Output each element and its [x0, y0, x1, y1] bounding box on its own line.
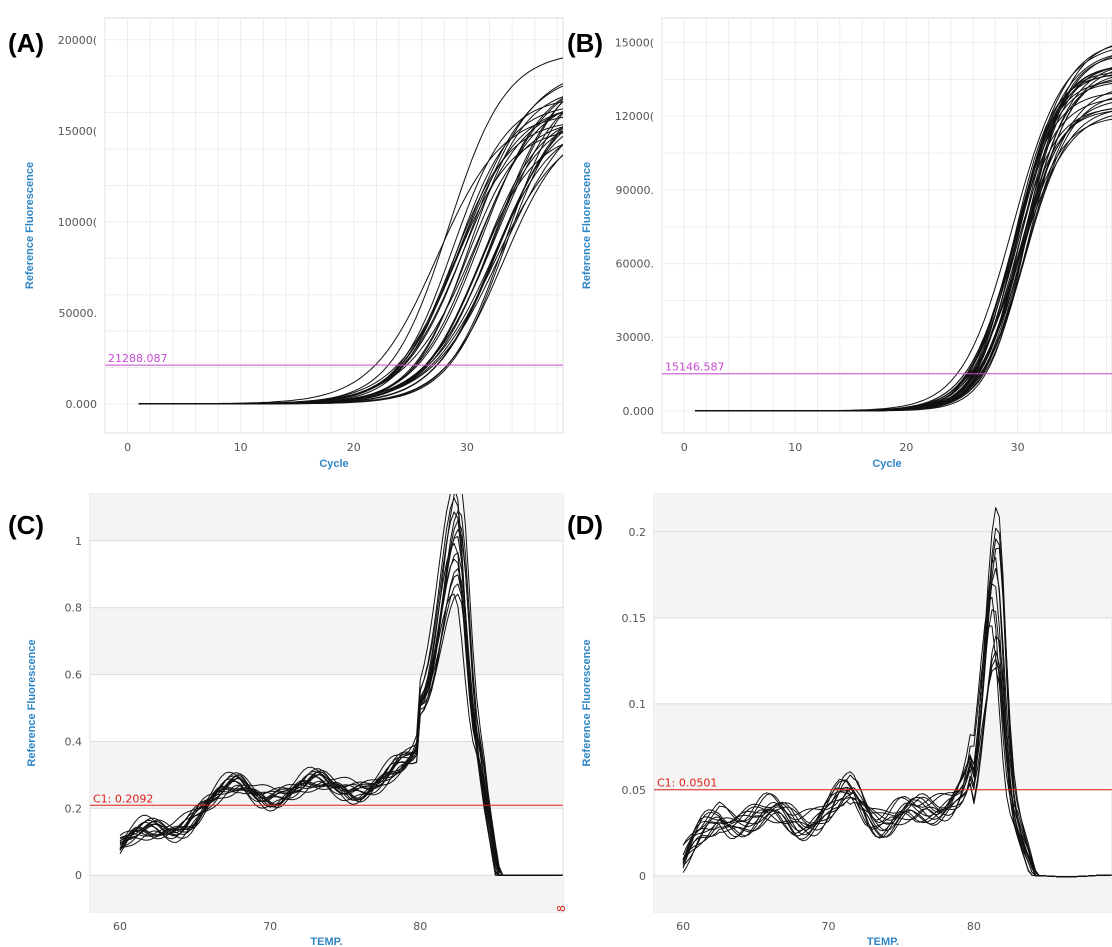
x-tick-label: 70 [263, 920, 277, 933]
x-tick-label: 60 [676, 920, 690, 933]
y-tick-label: 0.15 [622, 612, 647, 625]
shade-band [90, 875, 563, 912]
panel-a: 21288.087 0.000 50000. 10000( 15000( 20000( 0 1… [8, 17, 564, 470]
y-axis-label: Reference Fluorescence [581, 162, 593, 289]
x-tick-label: 60 [113, 920, 127, 933]
panel-b: 15146.587 0.000 30000. 60000. 90000. 12000( 15… [567, 17, 1112, 470]
amplification-curve-14 [682, 507, 1112, 878]
grid [654, 494, 1112, 912]
y-tick-label: 0.2 [65, 802, 83, 815]
y-tick-label: 15000( [615, 37, 654, 50]
y-axis-label: Reference Fluorescence [26, 639, 38, 766]
y-tick-label: 0.000 [623, 405, 655, 418]
y-tick-label: 30000. [616, 331, 655, 344]
x-tick-label: 30 [460, 441, 474, 454]
panel-label: (C) [8, 510, 44, 540]
panel-d: C1: 0.0501 0 0.05 0.1 0.15 0.2 60 70 80 Reference… [567, 493, 1112, 947]
y-tick-label: 60000. [616, 258, 655, 271]
y-tick-label: 0.2 [629, 526, 647, 539]
x-axis-label: TEMP. [310, 936, 342, 947]
shade-band [654, 531, 1112, 618]
series-group [119, 494, 563, 876]
grid [90, 494, 563, 912]
amplification-curve-15 [119, 494, 563, 876]
x-tick-label: 70 [822, 920, 836, 933]
y-tick-label: 10000( [58, 216, 97, 229]
y-tick-label: 0.4 [65, 736, 83, 749]
series-group [682, 507, 1112, 878]
panel-c: C1: 0.2092 0 0.2 0.4 0.6 0.8 1 60 70 80 8 Reference… [8, 493, 568, 947]
plot-area [104, 17, 564, 434]
x-tick-label: 10 [788, 441, 802, 454]
amplification-curve-10 [119, 529, 563, 876]
y-tick-label: 0.05 [622, 784, 647, 797]
shade-band [90, 494, 563, 541]
x-tick-label: 0 [124, 441, 131, 454]
y-tick-label: 0.6 [65, 669, 83, 682]
y-tick-label: 90000. [616, 184, 655, 197]
threshold-label: 15146.587 [665, 361, 725, 374]
y-tick-label: 50000. [59, 307, 98, 320]
y-tick-label: 0.000 [66, 398, 98, 411]
x-tick-label: 30 [1011, 441, 1025, 454]
y-tick-label: 20000( [58, 34, 97, 47]
y-axis-label: Reference Fluorescence [24, 162, 36, 289]
x-tick-label: 0 [681, 441, 688, 454]
threshold-label: C1: 0.2092 [93, 792, 153, 805]
threshold-label: 21288.087 [108, 352, 168, 365]
x-tick-label: 20 [899, 441, 913, 454]
amplification-curve-30 [138, 97, 563, 405]
shade-band [654, 703, 1112, 790]
y-axis-label: Reference Fluorescence [581, 639, 593, 766]
x-tick-label: 80 [413, 920, 427, 933]
x-tick-label: 20 [347, 441, 361, 454]
y-tick-label: 0 [639, 870, 646, 883]
y-tick-label: 0.1 [629, 698, 647, 711]
amplification-curve-30 [695, 72, 1112, 412]
x-tick-label: 10 [234, 441, 248, 454]
y-tick-label: 0 [75, 869, 82, 882]
x-tick-label: 80 [967, 920, 981, 933]
plot-area [89, 493, 564, 913]
x-axis-label: Cycle [872, 458, 901, 470]
y-tick-label: 15000( [58, 125, 97, 138]
edge-label: 8 [555, 905, 568, 912]
y-tick-label: 0.8 [65, 602, 83, 615]
panel-label: (D) [567, 510, 603, 540]
x-axis-label: TEMP. [867, 936, 899, 947]
threshold-label: C1: 0.0501 [657, 777, 717, 790]
amplification-curve-13 [119, 510, 563, 876]
shade-band [90, 607, 563, 675]
series-group [695, 45, 1112, 412]
amplification-curve-16 [119, 494, 563, 876]
series-group [138, 57, 563, 405]
shade-band [654, 875, 1112, 912]
x-axis-label: Cycle [319, 458, 348, 470]
y-tick-label: 1 [75, 535, 82, 548]
panel-label: (A) [8, 28, 44, 58]
shade-band [654, 494, 1112, 532]
panel-label: (B) [567, 28, 603, 58]
plot-area [661, 17, 1112, 434]
y-tick-label: 12000( [615, 110, 654, 123]
